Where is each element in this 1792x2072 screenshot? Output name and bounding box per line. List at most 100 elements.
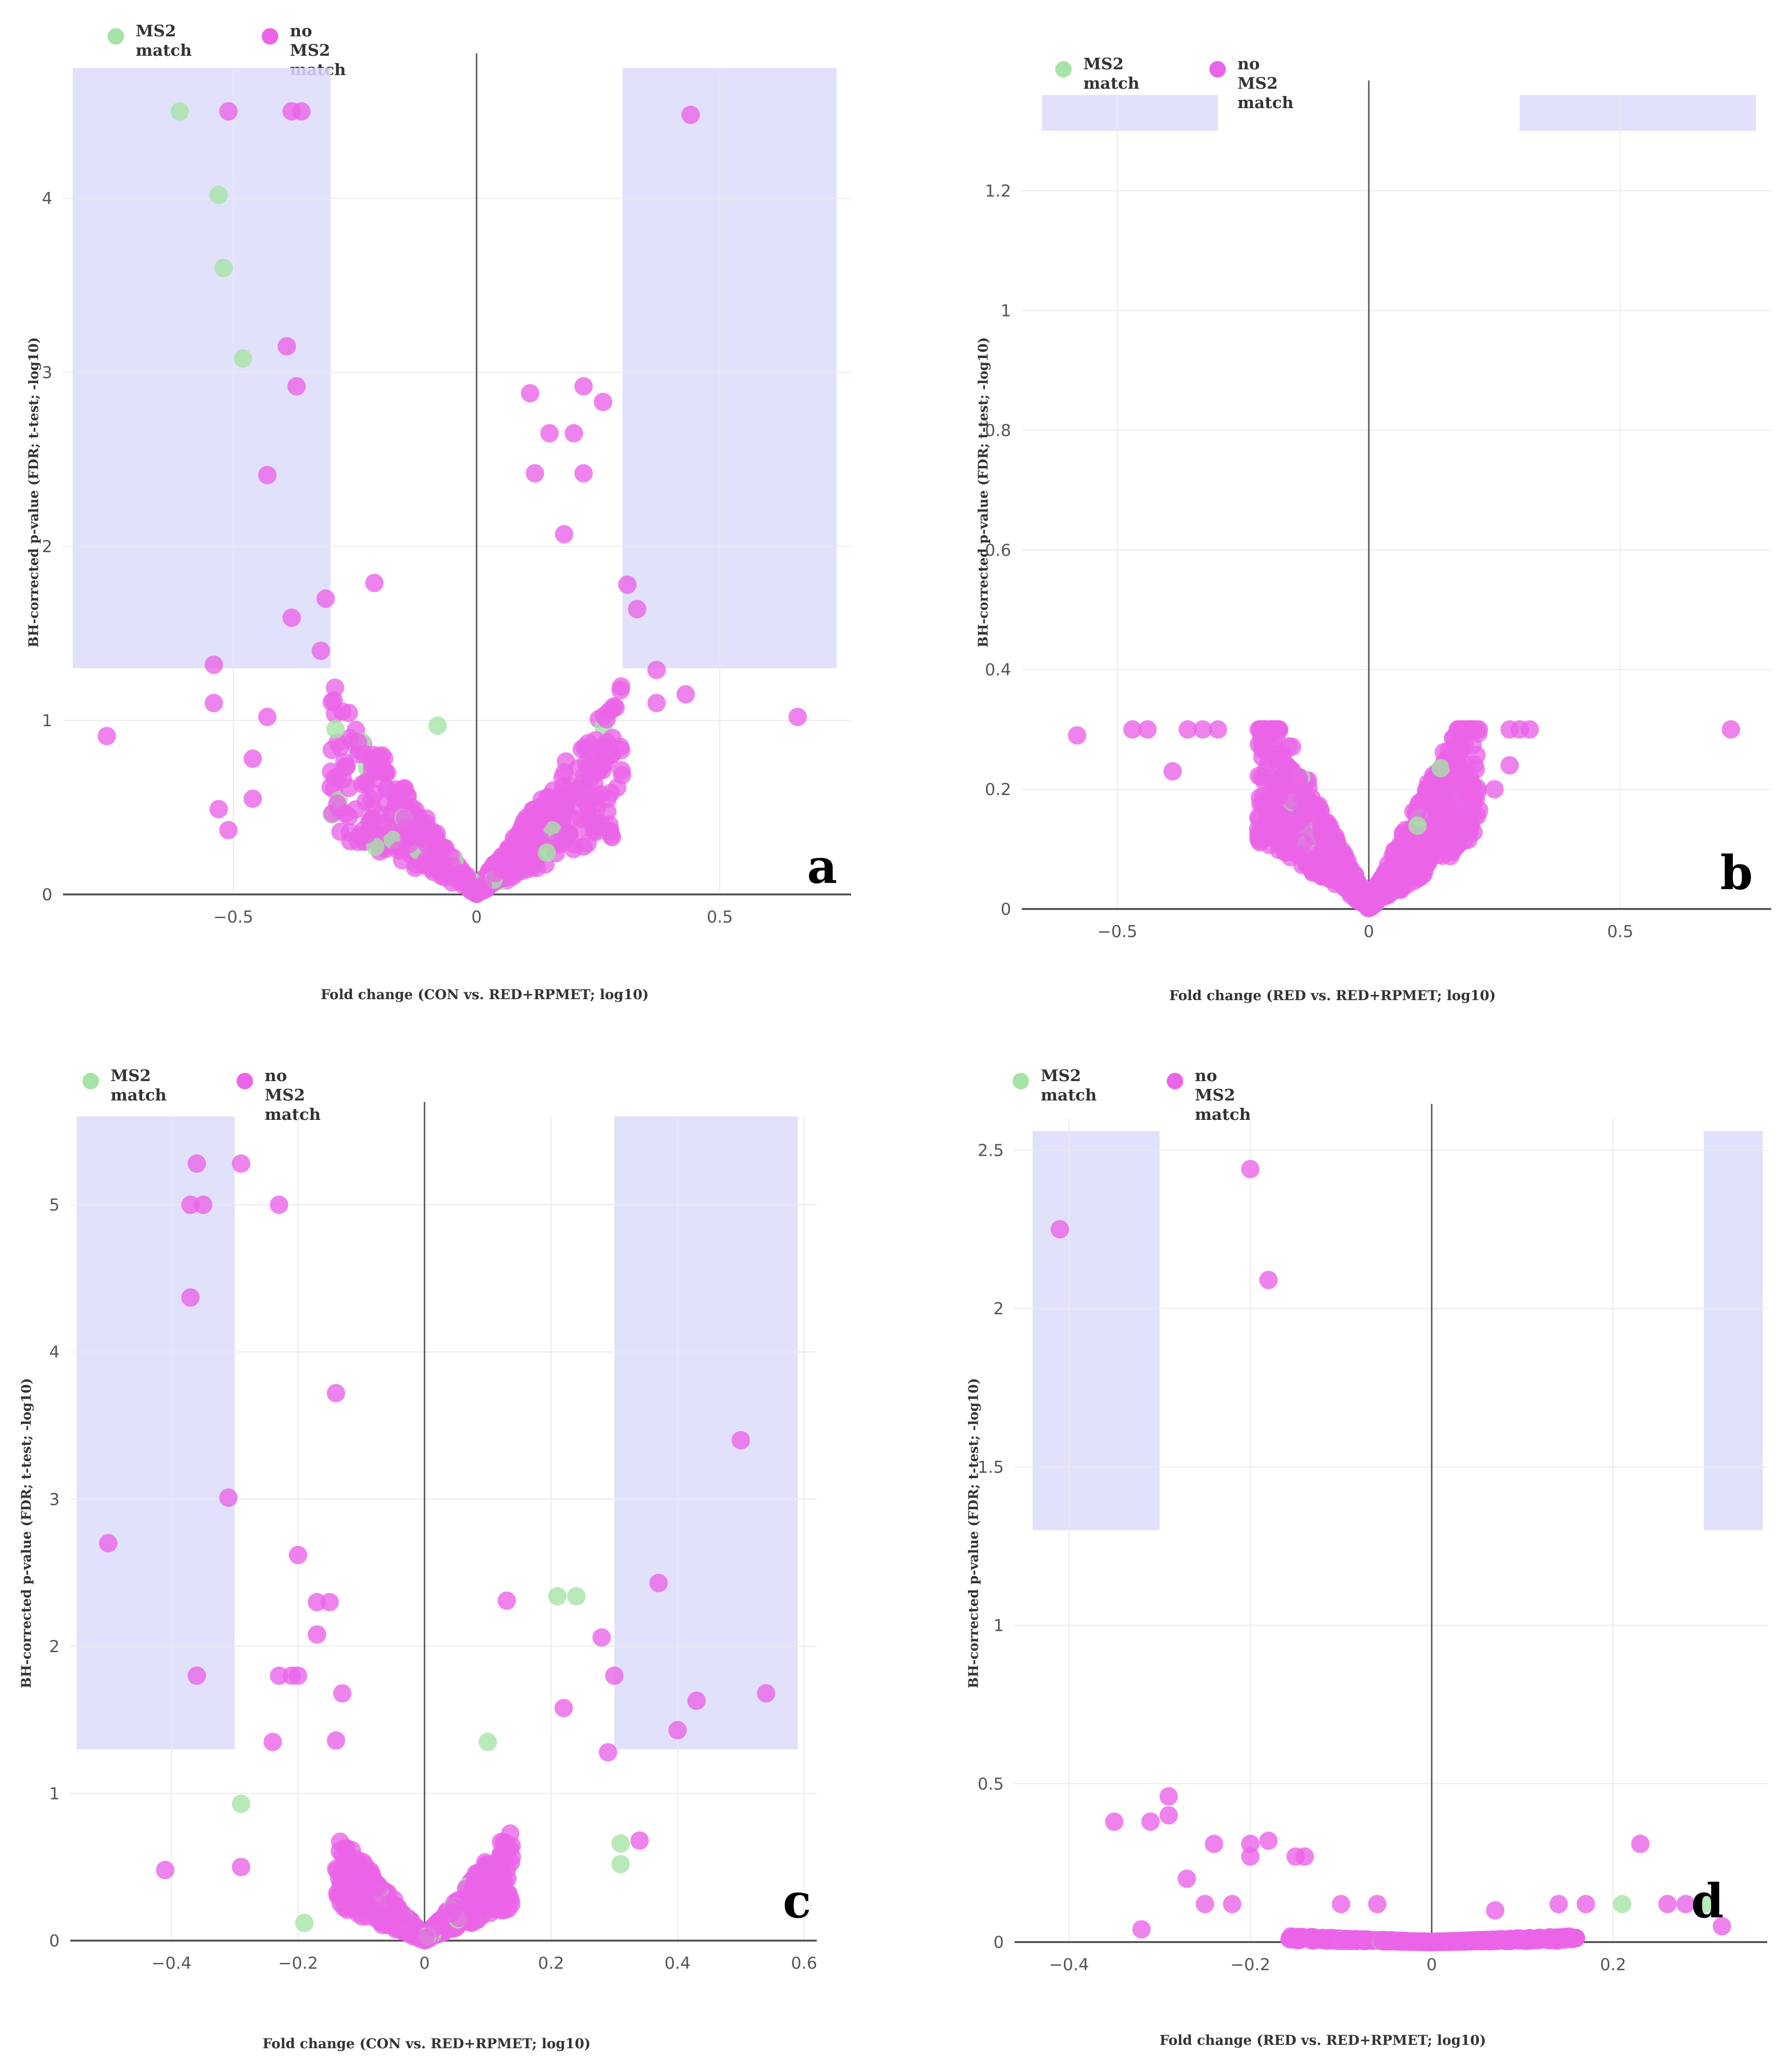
data-point-no-ms2 [1452,1932,1471,1951]
data-point-no-ms2 [333,1684,352,1703]
data-point-no-ms2 [1374,1932,1393,1951]
data-point-no-ms2 [1241,1847,1260,1866]
data-point-no-ms2 [525,464,544,483]
data-point-ms2 [611,1834,630,1853]
data-point-ms2 [428,716,447,735]
data-point-no-ms2 [390,1911,409,1929]
chart-panel-c: MS2 match no MS2 match BH-corrected p-va… [0,1036,896,2072]
data-point-no-ms2 [630,1831,649,1850]
data-point-no-ms2 [506,830,524,849]
significance-region-0 [1042,95,1218,131]
data-point-no-ms2 [1257,759,1276,778]
data-point-no-ms2 [1241,1160,1260,1179]
x-tick-label: 0 [471,908,482,927]
x-axis-label: Fold change (RED vs. RED+RPMET; log10) [1169,988,1496,1004]
data-point-no-ms2 [1280,1929,1299,1948]
data-point-no-ms2 [647,694,666,713]
significance-region-0 [73,68,331,669]
data-point-no-ms2 [1320,834,1339,853]
data-point-no-ms2 [788,707,807,726]
data-point-no-ms2 [1442,815,1461,834]
data-point-no-ms2 [1395,1932,1414,1951]
data-point-no-ms2 [181,1195,200,1214]
data-point-no-ms2 [1123,720,1142,739]
data-point-no-ms2 [205,655,223,674]
data-point-no-ms2 [1485,780,1504,799]
data-point-no-ms2 [282,608,301,627]
data-point-no-ms2 [603,828,621,846]
x-tick-label: 0 [1427,1955,1437,1975]
data-point-no-ms2 [757,1684,776,1703]
data-point-no-ms2 [1713,1917,1731,1936]
data-point-no-ms2 [1195,1895,1214,1913]
data-point-no-ms2 [205,694,223,713]
x-tick-label: 0.5 [707,908,733,927]
data-point-no-ms2 [1676,1895,1695,1913]
y-tick-label: 4 [49,1343,60,1362]
data-point-no-ms2 [535,804,554,823]
data-point-ms2 [295,1913,314,1932]
data-point-no-ms2 [332,1894,350,1913]
legend-label-no-ms2: no MS2 match [1195,1066,1251,1124]
data-point-no-ms2 [188,1666,206,1685]
data-point-no-ms2 [647,660,666,679]
data-point-no-ms2 [1393,835,1411,854]
data-point-no-ms2 [569,780,588,798]
y-tick-label: 2 [993,1299,1004,1319]
data-point-no-ms2 [587,799,606,818]
data-point-no-ms2 [649,1574,668,1593]
data-point-no-ms2 [555,525,573,543]
data-point-no-ms2 [219,102,238,121]
data-point-no-ms2 [457,1880,476,1898]
data-point-no-ms2 [1159,1806,1178,1825]
data-point-no-ms2 [668,1721,687,1739]
y-tick-label: 1 [993,1616,1004,1636]
data-point-no-ms2 [1159,1787,1178,1806]
data-point-no-ms2 [288,1666,307,1685]
data-point-ms2 [478,1733,497,1752]
data-point-no-ms2 [1460,781,1479,800]
significance-region-1 [622,68,837,669]
data-point-no-ms2 [436,839,455,858]
data-point-no-ms2 [586,731,605,749]
plot-area-b: −0.5 0 0.5 0 0.2 0.4 0.6 0.8 1 1.2 [985,80,1771,941]
significance-region-1 [1704,1131,1763,1530]
data-point-no-ms2 [325,769,344,788]
data-point-no-ms2 [322,693,341,712]
data-point-no-ms2 [1068,726,1087,745]
chart-panel-b: MS2 match no MS2 match BH-corrected p-va… [896,0,1792,1036]
y-tick-label: 1 [42,711,52,731]
data-point-ms2 [567,1587,586,1606]
data-point-no-ms2 [356,792,375,811]
data-point-no-ms2 [1460,822,1479,841]
data-point-no-ms2 [360,1863,379,1881]
y-tick-label: 0 [49,1931,60,1951]
data-point-no-ms2 [328,794,347,813]
data-point-no-ms2 [540,424,559,443]
data-point-no-ms2 [1373,884,1392,903]
data-point-no-ms2 [532,790,551,809]
data-point-no-ms2 [1255,720,1274,739]
data-point-no-ms2 [357,825,376,844]
data-point-ms2 [1613,1895,1632,1913]
data-point-no-ms2 [270,1666,288,1685]
data-point-no-ms2 [339,703,358,722]
legend-swatch-no-ms2 [237,1073,253,1089]
data-point-no-ms2 [361,1897,380,1916]
data-point-no-ms2 [209,800,228,819]
x-tick-label: 0 [419,1954,430,1973]
data-point-no-ms2 [292,102,311,121]
legend-item-ms2: MS2 match [108,21,192,60]
legend-label-no-ms2: no MS2 match [290,21,346,79]
y-tick-label: 4 [42,189,52,208]
data-point-no-ms2 [307,1593,326,1611]
data-point-no-ms2 [1256,813,1275,832]
data-point-no-ms2 [219,1488,238,1507]
data-point-no-ms2 [219,821,238,840]
data-point-no-ms2 [554,831,572,850]
data-point-no-ms2 [1050,1220,1069,1239]
data-point-ms2 [611,1855,630,1874]
data-point-no-ms2 [1556,1928,1575,1947]
legend-label-ms2: MS2 match [111,1066,167,1104]
chart-legend: MS2 match no MS2 match [1013,1066,1251,1124]
